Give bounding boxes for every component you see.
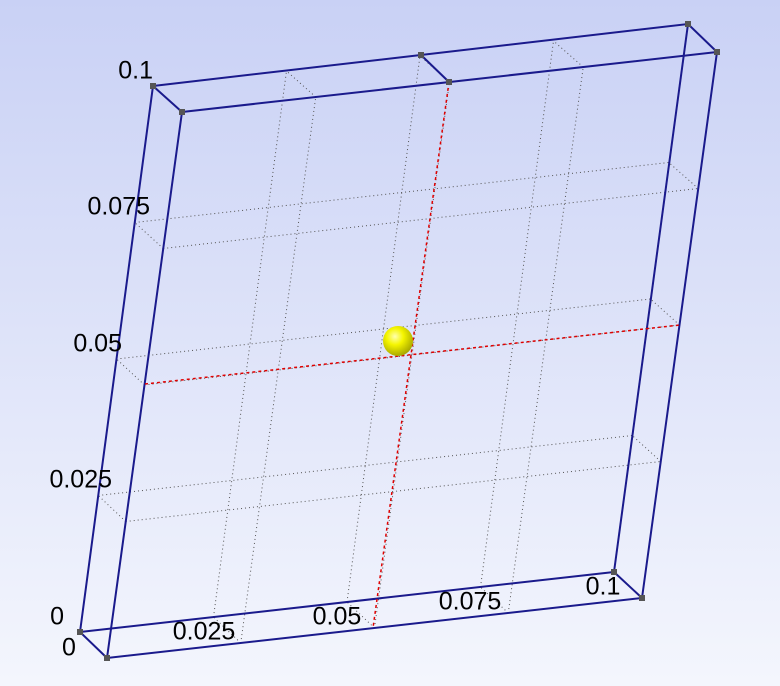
- grid-line: [134, 222, 164, 249]
- y-tick-label: 0.075: [87, 193, 150, 221]
- probe-line: [372, 81, 450, 629]
- box-edge: [613, 23, 689, 573]
- grid-line: [98, 435, 633, 496]
- y-tick-label: 0.1: [118, 57, 153, 85]
- x-tick-label: 0.05: [313, 603, 362, 631]
- grid-line: [163, 188, 699, 249]
- box-edge: [79, 571, 615, 633]
- grid-line: [650, 298, 680, 326]
- grid-line: [125, 461, 661, 522]
- grid: [97, 40, 699, 644]
- grid-line: [553, 40, 584, 68]
- grid-line: [419, 55, 450, 83]
- axis-labels: 0.1 0.075 0.05 0.025 0 0 0.025 0.05 0.075 0.1: [49, 57, 620, 662]
- x-tick-label: 0.075: [439, 588, 502, 616]
- grid-line: [144, 324, 680, 386]
- grid-line: [631, 435, 662, 462]
- y-tick-label: 0: [50, 603, 64, 631]
- corner-handles: [77, 21, 720, 661]
- y-tick-label: 0.025: [49, 466, 112, 494]
- grid-line: [668, 162, 699, 189]
- box-edge: [613, 571, 643, 599]
- grid-line: [134, 162, 669, 223]
- grid-line: [116, 298, 651, 360]
- y-tick-label: 0.05: [73, 330, 122, 358]
- x-tick-label: 0: [62, 634, 76, 662]
- grid-line: [286, 70, 317, 98]
- probe-sphere: [383, 326, 413, 356]
- x-tick-label: 0.1: [586, 573, 621, 601]
- box-edge: [152, 85, 183, 113]
- x-tick-label: 0.025: [173, 618, 236, 646]
- box-edge: [420, 54, 450, 83]
